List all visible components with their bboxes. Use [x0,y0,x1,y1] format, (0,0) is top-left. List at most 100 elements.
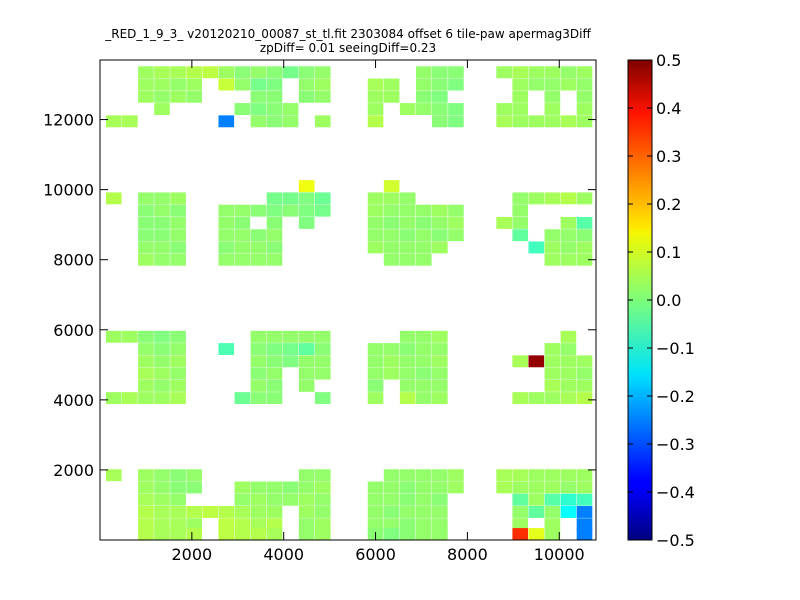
heatmap-cell [496,481,512,494]
heatmap-cell [432,528,448,540]
heatmap-cell [560,392,577,405]
heatmap-cell [266,204,283,217]
heatmap-cell [170,78,186,91]
heatmap-cell [528,506,545,518]
colorbar-tick-label: −0.2 [656,387,695,406]
heatmap-cell [399,330,416,343]
heatmap-cell [383,343,400,356]
heatmap-cell [432,216,448,229]
heatmap-cell [560,192,577,205]
heatmap-cell [367,78,384,91]
heatmap-cell [282,115,299,128]
heatmap-cell [250,78,267,91]
heatmap-cell [367,367,384,380]
y-tick-label: 6000 [53,321,94,340]
heatmap-cell [170,355,186,368]
heatmap-cell [528,469,545,482]
heatmap-cell [266,343,283,356]
heatmap-cell [170,343,186,356]
heatmap-cell [576,493,593,506]
heatmap-cell [186,518,202,531]
heatmap-cell [314,469,331,482]
heatmap-cell [218,506,235,518]
heatmap-cell [399,216,416,229]
heatmap-cell [314,355,331,368]
heatmap-cell [314,367,331,380]
heatmap-cell [154,192,170,205]
heatmap-cell [399,343,416,356]
y-tick-label: 12000 [43,111,94,130]
heatmap-cell [560,115,577,128]
heatmap-cell [432,204,448,217]
heatmap-cell [576,518,593,531]
heatmap-cell [560,469,577,482]
heatmap-cell [218,204,235,217]
heatmap-cell [154,506,170,518]
heatmap-cell [138,330,154,343]
heatmap-cell [560,493,577,506]
heatmap-cell [282,204,299,217]
heatmap-cell [383,469,400,482]
heatmap-cell [282,330,299,343]
heatmap-cell [250,518,267,531]
heatmap-cell [138,469,154,482]
heatmap-cell [234,66,251,79]
heatmap-cell [576,379,593,392]
heatmap-cell [399,528,416,540]
heatmap-cell [298,66,315,79]
heatmap-cell [154,469,170,482]
heatmap-cell [298,204,315,217]
heatmap-cell [512,528,529,540]
heatmap-cell [186,506,202,518]
heatmap-cell [560,367,577,380]
heatmap-cell [266,78,283,91]
heatmap-cell [367,103,384,116]
heatmap-cell [560,66,577,79]
heatmap-cell [266,90,283,103]
heatmap-cell [432,367,448,380]
colorbar-tick-label: −0.5 [656,531,695,550]
heatmap-cell [432,355,448,368]
heatmap-cell [528,241,545,254]
heatmap-cell [154,241,170,254]
heatmap-cell [298,192,315,205]
heatmap-cell [298,216,315,229]
heatmap-cell [415,330,432,343]
heatmap-cell [138,343,154,356]
heatmap-cell [218,115,235,128]
heatmap-cell [432,493,448,506]
heatmap-cell [544,506,561,518]
heatmap-cell [383,78,400,91]
heatmap-cell [154,493,170,506]
heatmap-cell [186,528,202,540]
heatmap-cell [250,115,267,128]
heatmap-cell [560,241,577,254]
colorbar-tick-label: 0.4 [656,99,681,118]
heatmap-cell [544,78,561,91]
heatmap-cell [415,216,432,229]
x-tick-label: 8000 [447,545,488,564]
heatmap-cell [367,343,384,356]
heatmap-cell [266,355,283,368]
heatmap-cell [544,367,561,380]
heatmap-cell [250,66,267,79]
heatmap-cell [170,192,186,205]
heatmap-cell [560,355,577,368]
heatmap-cell [576,528,593,540]
heatmap-cell [528,78,545,91]
heatmap-cell [367,518,384,531]
heatmap-cell [314,481,331,494]
heatmap-cell [250,204,267,217]
heatmap-cell [415,379,432,392]
heatmap-cell [266,115,283,128]
heatmap-cell [234,216,251,229]
heatmap-cell [544,355,561,368]
heatmap-cell [512,506,529,518]
heatmap-cells [105,66,593,540]
heatmap-cell [512,78,529,91]
heatmap-cell [544,528,561,540]
heatmap-cell [138,90,154,103]
heatmap-cell [528,528,545,540]
heatmap-cell [528,493,545,506]
heatmap-cell [383,493,400,506]
